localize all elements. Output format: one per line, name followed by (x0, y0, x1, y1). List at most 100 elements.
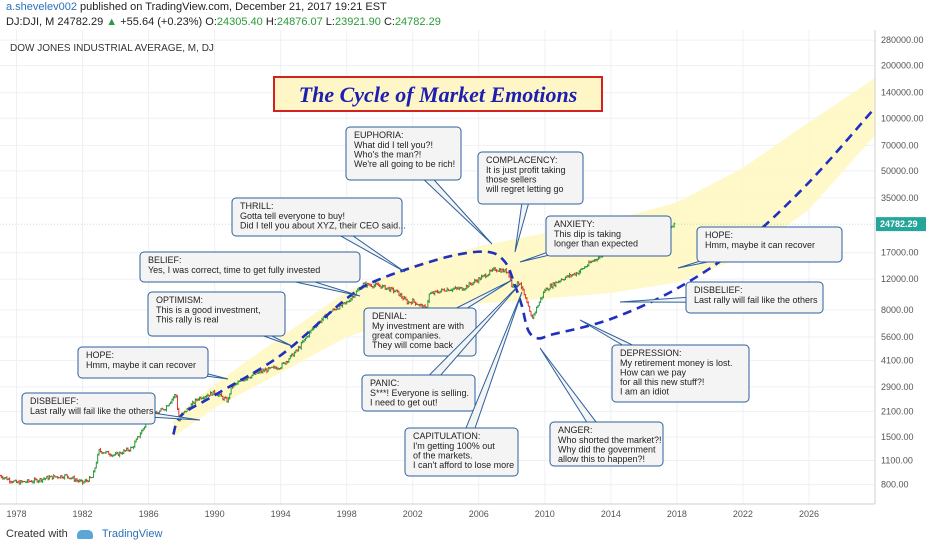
high-label: H: (265, 16, 277, 28)
chart-title: DOW JONES INDUSTRIAL AVERAGE, M, DJ (10, 43, 214, 54)
callout-line: will regret letting go (485, 184, 564, 194)
cycle-band (173, 78, 876, 437)
callout-line: This dip is taking (554, 229, 621, 239)
header-line-2: DJ:DJI, M 24782.29 ▲ +55.64 (+0.23%) O:2… (6, 15, 441, 30)
callout-box (685, 281, 824, 314)
callout-line: great companies. (372, 331, 441, 341)
low-label: L: (325, 16, 335, 28)
callout-box (549, 421, 664, 467)
banner-title: The Cycle of Market Emotions (299, 82, 578, 107)
callout-hope: HOPE:Hmm, maybe it can recover (677, 226, 843, 269)
y-tick-label: 5600.00 (881, 332, 914, 342)
x-tick-label: 2010 (535, 509, 555, 519)
callout-title: PANIC: (370, 378, 399, 388)
callout-box (404, 427, 519, 477)
y-tick-label: 140000.00 (881, 88, 924, 98)
callout-title: THRILL: (240, 201, 274, 211)
callout-box (361, 374, 476, 412)
callout-box (545, 215, 672, 257)
callout-line: Why did the government (558, 445, 656, 455)
callout-title: COMPLACENCY: (486, 155, 558, 165)
y-tick-label: 35000.00 (881, 193, 919, 203)
callout-line: S***! Everyone is selling. (370, 388, 469, 398)
callout-title: DISBELIEF: (30, 396, 79, 406)
banner: The Cycle of Market Emotions (273, 76, 603, 112)
x-tick-label: 2026 (799, 509, 819, 519)
callout-line: This rally is real (156, 315, 219, 325)
callout-title: ANXIETY: (554, 219, 595, 229)
price-chart[interactable]: 280000.00 200000.00 140000.00 100000.00 7000… (0, 30, 932, 520)
callout-line: They will come back (372, 340, 454, 350)
callout-disbelief: DISBELIEF:Last rally will fail like the … (619, 281, 824, 314)
author-link[interactable]: a.shevelev002 (6, 1, 77, 13)
x-tick-label: 2014 (601, 509, 621, 519)
callout-title: HOPE: (86, 350, 114, 360)
last-price-marker: 24782.29 (0, 217, 926, 232)
callout-line: I need to get out! (370, 398, 438, 408)
callout-title: DISBELIEF: (694, 285, 743, 295)
tradingview-link[interactable]: TradingView (101, 528, 163, 540)
callout-line: What did I tell you?! (354, 140, 433, 150)
callout-line: those sellers (486, 175, 537, 185)
callout-line: longer than expected (554, 239, 638, 249)
callout-line: Gotta tell everyone to buy! (240, 211, 345, 221)
y-tick-label: 12000.00 (881, 274, 919, 284)
x-tick-label: 1998 (337, 509, 357, 519)
y-tick-label: 2100.00 (881, 406, 914, 416)
callout-title: EUPHORIA: (354, 130, 404, 140)
callout-box (21, 392, 156, 425)
callout-box (611, 344, 750, 403)
callout-title: HOPE: (705, 230, 733, 240)
x-tick-label: 1994 (271, 509, 291, 519)
y-tick-label: 1500.00 (881, 432, 914, 442)
low-value: 23921.90 (334, 16, 381, 28)
close-label: C: (383, 16, 395, 28)
open-label: O: (205, 16, 217, 28)
last-price-label: 24782.29 (880, 219, 918, 229)
callout-box (345, 126, 462, 181)
callout-line: I'm getting 100% out (413, 441, 495, 451)
x-tick-label: 1982 (73, 509, 93, 519)
y-axis-ticks: 280000.00 200000.00 140000.00 100000.00 7000… (881, 35, 924, 490)
callout-title: DENIAL: (372, 311, 407, 321)
callout-line: for all this new stuff?! (620, 377, 704, 387)
callout-box (147, 291, 286, 337)
callout-line: Who shorted the market?! (558, 435, 662, 445)
change-value: +55.64 (+0.23%) (120, 16, 203, 28)
callout-line: How can we pay (620, 368, 687, 378)
callout-line: Hmm, maybe it can recover (86, 360, 196, 370)
callout-box (231, 197, 403, 237)
y-tick-label: 2900.00 (881, 382, 914, 392)
callout-box (139, 251, 361, 283)
callouts: DISBELIEF:Last rally will fail like the … (21, 126, 843, 477)
callout-box (696, 226, 843, 263)
x-tick-label: 2018 (667, 509, 687, 519)
emotion-cycle-curve (172, 106, 876, 436)
footer: Created with TradingView (6, 528, 162, 540)
callout-line: allow this to happen?! (558, 454, 645, 464)
callout-line: This is a good investment, (156, 305, 261, 315)
callout-euphoria: EUPHORIA:What did I tell you?!Who's the … (345, 126, 493, 245)
y-tick-label: 17000.00 (881, 248, 919, 258)
callout-anger: ANGER:Who shorted the market?!Why did th… (539, 347, 664, 467)
last-price-box (876, 217, 926, 232)
y-tick-label: 100000.00 (881, 113, 924, 123)
y-tick-label: 50000.00 (881, 166, 919, 176)
callout-title: BELIEF: (148, 255, 182, 265)
created-with-text: Created with (6, 528, 68, 540)
header-line-1: a.shevelev002 published on TradingView.c… (6, 0, 387, 15)
banner-box (273, 76, 603, 112)
callout-depression: DEPRESSION:My retirement money is lost.H… (579, 319, 750, 403)
x-tick-label: 2022 (733, 509, 753, 519)
x-tick-label: 1978 (6, 509, 26, 519)
callout-title: OPTIMISM: (156, 295, 203, 305)
callout-line: Last rally will fail like the others (30, 406, 154, 416)
y-tick-label: 200000.00 (881, 61, 924, 71)
callout-line: My investment are with (372, 321, 464, 331)
callout-hope: HOPE:Hmm, maybe it can recover (77, 346, 229, 380)
open-value: 24305.40 (216, 16, 263, 28)
callout-disbelief: DISBELIEF:Last rally will fail like the … (21, 392, 201, 425)
y-tick-label: 8000.00 (881, 305, 914, 315)
callout-panic: PANIC:S***! Everyone is selling.I need t… (361, 283, 521, 412)
